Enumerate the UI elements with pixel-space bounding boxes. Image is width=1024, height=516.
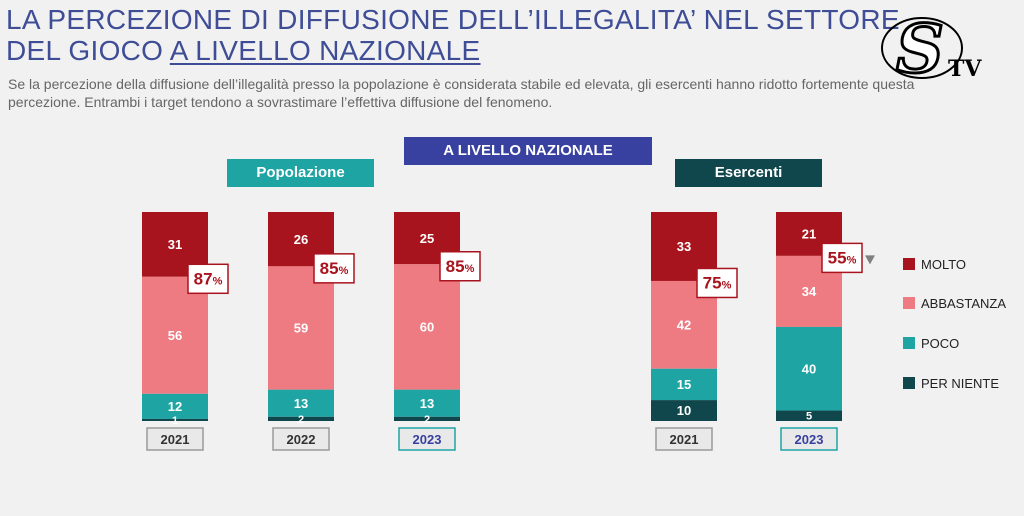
legend-swatch-molto bbox=[903, 258, 915, 270]
bar-segment-poco bbox=[268, 389, 334, 417]
year-label-box bbox=[398, 427, 456, 451]
data-label-molto: 26 bbox=[294, 232, 308, 247]
bar-segment-per_niente bbox=[776, 410, 842, 421]
bar-segment-poco bbox=[776, 326, 842, 411]
bar-segment-per_niente bbox=[268, 416, 334, 421]
bar-segment-abbastanza bbox=[268, 266, 334, 390]
total-callout-label: 85% bbox=[446, 257, 475, 276]
banner-esercenti: Esercenti bbox=[675, 159, 822, 187]
data-label-abbastanza: 59 bbox=[294, 321, 308, 336]
trend-down-icon bbox=[865, 255, 875, 265]
data-label-poco: 13 bbox=[420, 396, 434, 411]
total-value: 85 bbox=[446, 257, 465, 276]
stv-logo: S TV bbox=[881, 10, 982, 82]
year-label: 2022 bbox=[287, 432, 316, 447]
legend-label-abbastanza: ABBASTANZA bbox=[921, 296, 1006, 311]
data-label-poco: 40 bbox=[802, 361, 816, 376]
year-label-box bbox=[655, 427, 713, 451]
data-label-abbastanza: 34 bbox=[802, 284, 817, 299]
page-title: LA PERCEZIONE DI DIFFUSIONE DELL’ILLEGAL… bbox=[6, 4, 900, 66]
data-label-abbastanza: 42 bbox=[677, 318, 691, 333]
total-callout-label: 55% bbox=[828, 248, 857, 267]
logo-letter: S bbox=[896, 10, 944, 82]
data-label-abbastanza: 60 bbox=[420, 320, 434, 335]
total-callout-label: 87% bbox=[194, 269, 223, 288]
legend-swatch-abbastanza bbox=[903, 297, 915, 309]
title-line-2-plain: DEL GIOCO bbox=[6, 35, 170, 66]
subtitle: Se la percezione della diffusione dell’i… bbox=[8, 76, 915, 110]
year-label: 2023 bbox=[413, 432, 442, 447]
total-value: 75 bbox=[703, 273, 722, 292]
title-line-1: LA PERCEZIONE DI DIFFUSIONE DELL’ILLEGAL… bbox=[6, 4, 900, 35]
bar-segment-abbastanza bbox=[142, 276, 208, 394]
total-value: 55 bbox=[828, 248, 847, 267]
bar-segment-abbastanza bbox=[394, 264, 460, 390]
data-label-per_niente: 2 bbox=[424, 414, 430, 426]
total-callout-box bbox=[821, 242, 863, 274]
total-callout-box bbox=[439, 251, 481, 282]
bar-segment-poco bbox=[142, 393, 208, 419]
title-line-2: DEL GIOCO A LIVELLO NAZIONALE bbox=[6, 35, 900, 66]
year-label-box bbox=[272, 427, 330, 451]
total-unit: % bbox=[847, 254, 857, 266]
total-value: 85 bbox=[320, 259, 339, 278]
data-label-per_niente: 2 bbox=[298, 414, 304, 426]
year-label: 2021 bbox=[670, 432, 699, 447]
data-label-molto: 31 bbox=[168, 237, 182, 252]
title-line-2-underlined: A LIVELLO NAZIONALE bbox=[169, 35, 481, 66]
total-callout-label: 85% bbox=[320, 259, 349, 278]
year-label: 2023 bbox=[795, 432, 824, 447]
total-callout-box bbox=[187, 263, 229, 295]
data-label-molto: 21 bbox=[802, 227, 816, 242]
data-label-poco: 15 bbox=[677, 377, 691, 392]
bar-segment-poco bbox=[394, 389, 460, 417]
legend-swatch-per_niente bbox=[903, 377, 915, 389]
logo-text: TV bbox=[948, 56, 982, 82]
total-callout-box bbox=[696, 267, 738, 299]
legend-label-per_niente: PER NIENTE bbox=[921, 376, 999, 391]
year-label: 2021 bbox=[161, 432, 190, 447]
banner-main: A LIVELLO NAZIONALE bbox=[404, 137, 652, 165]
data-label-molto: 25 bbox=[420, 231, 434, 246]
data-label-per_niente: 5 bbox=[806, 411, 812, 423]
total-value: 87 bbox=[194, 269, 213, 288]
data-label-poco: 13 bbox=[294, 396, 308, 411]
data-label-per_niente: 1 bbox=[172, 415, 178, 427]
total-unit: % bbox=[722, 279, 732, 291]
total-callout-label: 75% bbox=[703, 273, 732, 292]
bar-segment-per_niente bbox=[651, 400, 717, 421]
banner-popolazione: Popolazione bbox=[227, 159, 374, 187]
year-label-box bbox=[146, 427, 204, 451]
data-label-abbastanza: 56 bbox=[168, 328, 182, 343]
data-label-per_niente: 10 bbox=[677, 403, 691, 418]
total-unit: % bbox=[465, 263, 475, 275]
legend-label-molto: MOLTO bbox=[921, 257, 966, 272]
total-callout-box bbox=[313, 253, 355, 284]
bar-segment-poco bbox=[651, 368, 717, 401]
legend-swatch-poco bbox=[903, 337, 915, 349]
total-unit: % bbox=[339, 265, 349, 277]
legend-label-poco: POCO bbox=[921, 336, 959, 351]
data-label-molto: 33 bbox=[677, 239, 691, 254]
year-label-box bbox=[780, 427, 838, 451]
bar-segment-per_niente bbox=[142, 418, 208, 421]
bar-segment-per_niente bbox=[394, 416, 460, 421]
data-label-poco: 12 bbox=[168, 399, 182, 414]
total-unit: % bbox=[213, 275, 223, 287]
